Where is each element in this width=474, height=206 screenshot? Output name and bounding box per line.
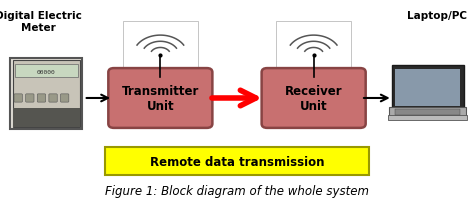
FancyBboxPatch shape xyxy=(14,94,22,103)
FancyBboxPatch shape xyxy=(392,66,464,109)
FancyBboxPatch shape xyxy=(395,109,460,115)
FancyBboxPatch shape xyxy=(13,109,80,128)
FancyBboxPatch shape xyxy=(389,107,466,117)
FancyBboxPatch shape xyxy=(109,69,212,128)
Text: Laptop/PC: Laptop/PC xyxy=(407,11,467,21)
FancyBboxPatch shape xyxy=(26,94,34,103)
FancyBboxPatch shape xyxy=(37,94,46,103)
Text: 00000: 00000 xyxy=(37,69,55,74)
FancyBboxPatch shape xyxy=(123,22,198,75)
Text: Receiver
Unit: Receiver Unit xyxy=(285,85,342,112)
FancyBboxPatch shape xyxy=(15,65,78,78)
FancyBboxPatch shape xyxy=(276,22,351,75)
Text: Figure 1: Block diagram of the whole system: Figure 1: Block diagram of the whole sys… xyxy=(105,184,369,197)
Text: Digital Electric
Meter: Digital Electric Meter xyxy=(0,11,82,33)
FancyBboxPatch shape xyxy=(49,94,57,103)
FancyBboxPatch shape xyxy=(10,59,82,129)
Text: Remote data transmission: Remote data transmission xyxy=(150,155,324,168)
FancyBboxPatch shape xyxy=(395,69,460,106)
FancyBboxPatch shape xyxy=(388,116,467,120)
FancyBboxPatch shape xyxy=(61,94,69,103)
FancyBboxPatch shape xyxy=(105,148,369,175)
Text: Transmitter
Unit: Transmitter Unit xyxy=(122,85,199,112)
FancyBboxPatch shape xyxy=(13,61,80,128)
FancyBboxPatch shape xyxy=(262,69,365,128)
